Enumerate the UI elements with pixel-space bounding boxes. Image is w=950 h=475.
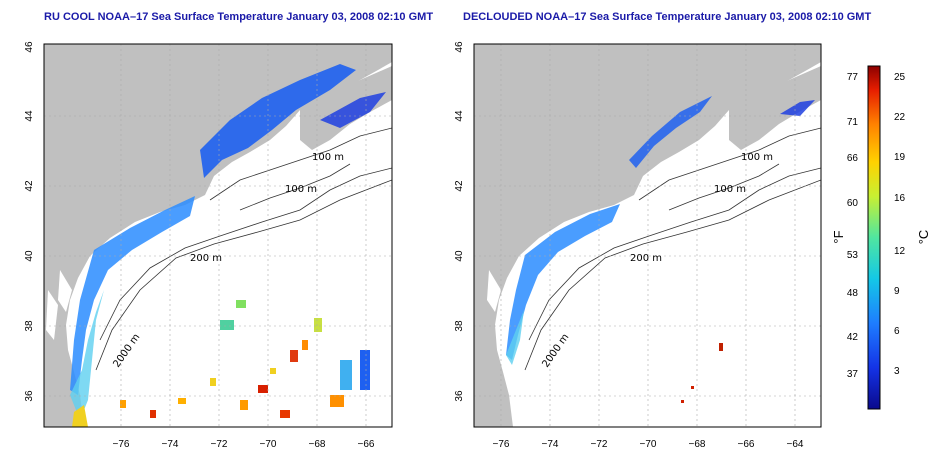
svg-text:40: 40 — [454, 250, 465, 262]
left-map-panel — [44, 44, 392, 427]
svg-text:−72: −72 — [591, 439, 608, 450]
svg-text:−68: −68 — [689, 439, 706, 450]
svg-text:−74: −74 — [162, 439, 179, 450]
svg-text:46: 46 — [24, 41, 35, 53]
left-lon-axis: −76 −74 −72 −70 −68 −66 — [113, 439, 375, 450]
isobath-label: 100 m — [714, 184, 746, 195]
svg-text:42: 42 — [24, 180, 35, 192]
svg-text:38: 38 — [454, 320, 465, 332]
svg-text:42: 42 — [847, 332, 859, 343]
svg-text:38: 38 — [24, 320, 35, 332]
svg-text:37: 37 — [847, 369, 859, 380]
left-lat-axis: 36 38 40 42 44 46 — [24, 41, 35, 402]
sst-speckles — [681, 343, 723, 403]
svg-text:−70: −70 — [260, 439, 277, 450]
svg-text:3: 3 — [894, 366, 900, 377]
svg-text:48: 48 — [847, 288, 859, 299]
right-lon-axis: −76 −74 −72 −70 −68 −66 −64 — [493, 439, 804, 450]
svg-text:53: 53 — [847, 250, 859, 261]
svg-text:16: 16 — [894, 193, 906, 204]
svg-text:−74: −74 — [542, 439, 559, 450]
svg-text:−70: −70 — [640, 439, 657, 450]
isobath-label: 200 m — [630, 253, 662, 264]
svg-text:40: 40 — [24, 250, 35, 262]
isobath-label: 200 m — [190, 253, 222, 264]
svg-text:12: 12 — [894, 246, 906, 257]
svg-text:25: 25 — [894, 72, 906, 83]
sst-coastal-band — [200, 64, 356, 178]
svg-text:−64: −64 — [787, 439, 804, 450]
svg-text:71: 71 — [847, 117, 859, 128]
colorbar: 77 71 66 60 53 48 42 37 25 22 19 16 12 9… — [831, 65, 931, 410]
right-panel-title: DECLOUDED NOAA–17 Sea Surface Temperatur… — [463, 11, 872, 23]
svg-text:44: 44 — [24, 110, 35, 122]
svg-text:6: 6 — [894, 326, 900, 337]
right-lat-axis: 36 38 40 42 44 46 — [454, 41, 465, 402]
svg-text:19: 19 — [894, 152, 906, 163]
svg-text:42: 42 — [454, 180, 465, 192]
right-map-panel — [474, 44, 821, 427]
colorbar-fahrenheit-ticks: 77 71 66 60 53 48 42 37 — [847, 72, 859, 380]
svg-text:22: 22 — [894, 112, 906, 123]
isobath-lines — [95, 127, 392, 371]
grid-lines — [44, 44, 392, 427]
svg-text:9: 9 — [894, 286, 900, 297]
svg-text:−66: −66 — [358, 439, 375, 450]
svg-text:46: 46 — [454, 41, 465, 53]
svg-text:−76: −76 — [493, 439, 510, 450]
svg-text:77: 77 — [847, 72, 859, 83]
celsius-unit-label: °C — [916, 230, 931, 245]
colorbar-celsius-ticks: 25 22 19 16 12 9 6 3 — [894, 72, 906, 377]
isobath-label: 100 m — [285, 184, 317, 195]
svg-text:−68: −68 — [309, 439, 326, 450]
svg-text:−72: −72 — [211, 439, 228, 450]
isobath-label: 100 m — [741, 152, 773, 163]
isobath-label: 100 m — [312, 152, 344, 163]
svg-text:60: 60 — [847, 198, 859, 209]
svg-text:−66: −66 — [738, 439, 755, 450]
svg-text:36: 36 — [454, 390, 465, 402]
svg-text:−76: −76 — [113, 439, 130, 450]
sst-speckles — [120, 300, 370, 418]
left-panel-title: RU COOL NOAA–17 Sea Surface Temperature … — [44, 11, 434, 23]
land-mass — [44, 44, 392, 427]
fahrenheit-unit-label: °F — [831, 230, 846, 243]
svg-text:36: 36 — [24, 390, 35, 402]
svg-text:44: 44 — [454, 110, 465, 122]
svg-text:66: 66 — [847, 153, 859, 164]
